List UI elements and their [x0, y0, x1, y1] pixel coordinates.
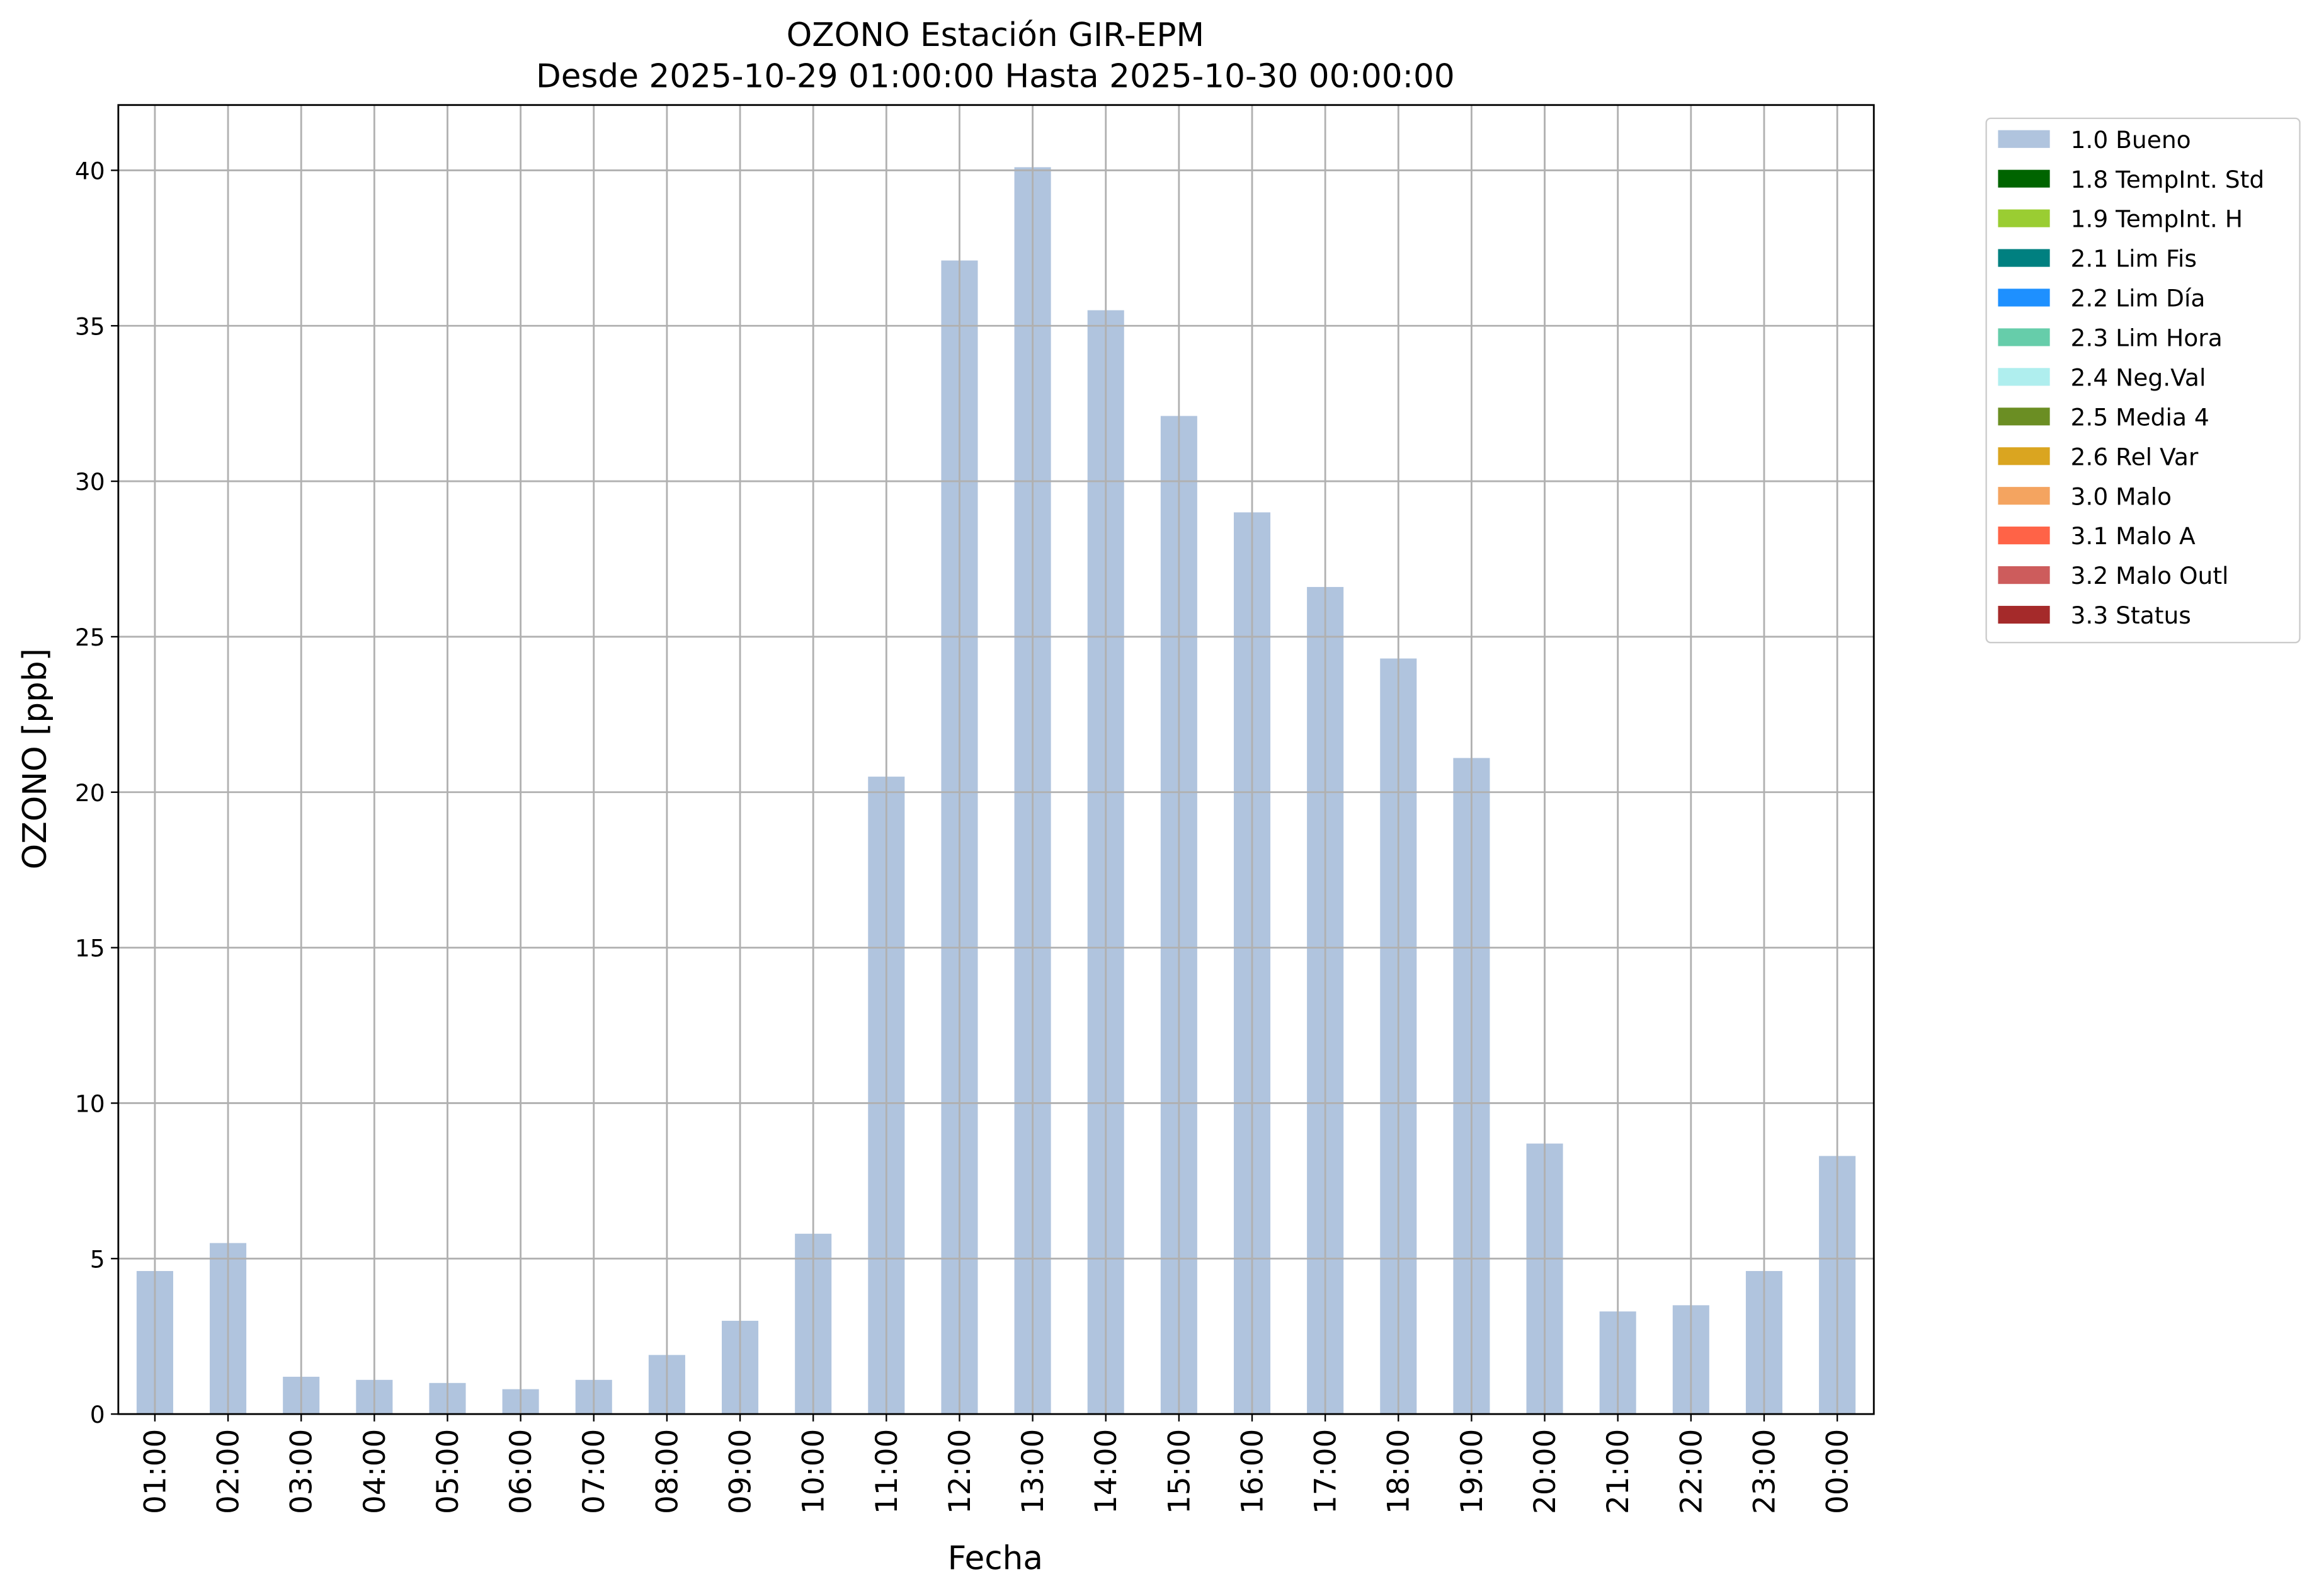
x-tick-label: 09:00: [723, 1429, 758, 1514]
legend-label: 2.3 Lim Hora: [2071, 324, 2223, 352]
legend-label: 3.2 Malo Outl: [2071, 562, 2229, 590]
legend-label: 2.1 Lim Fis: [2071, 245, 2197, 273]
x-tick-label: 16:00: [1235, 1429, 1270, 1514]
legend-swatch: [1998, 408, 2050, 426]
x-tick-label: 11:00: [870, 1429, 904, 1514]
legend-label: 2.5 Media 4: [2071, 403, 2209, 431]
x-tick-label: 05:00: [431, 1429, 465, 1514]
legend-swatch: [1998, 368, 2050, 386]
x-tick-label: 12:00: [943, 1429, 977, 1514]
y-tick-label: 15: [75, 935, 105, 962]
y-tick-label: 0: [90, 1401, 105, 1428]
legend-swatch: [1998, 447, 2050, 465]
legend-swatch: [1998, 209, 2050, 227]
chart-title: OZONO Estación GIR-EPM: [787, 16, 1204, 54]
legend: 1.0 Bueno 1.8 TempInt. Std 1.9 TempInt. H 2…: [1985, 117, 2301, 644]
legend-label: 1.9 TempInt. H: [2071, 205, 2243, 233]
legend-swatch: [1998, 288, 2050, 307]
legend-swatch: [1998, 487, 2050, 505]
x-tick-label: 20:00: [1528, 1429, 1563, 1514]
legend-label: 2.2 Lim Día: [2071, 285, 2206, 312]
x-tick-label: 18:00: [1382, 1429, 1416, 1514]
y-tick-label: 40: [75, 157, 105, 185]
legend-swatch: [1998, 169, 2050, 188]
x-tick-label: 17:00: [1309, 1429, 1343, 1514]
legend-label: 2.6 Rel Var: [2071, 443, 2199, 470]
x-tick-label: 01:00: [138, 1429, 173, 1514]
legend-frame: [1985, 117, 2301, 644]
legend-label: 1.0 Bueno: [2071, 126, 2191, 154]
plot-frame: [117, 104, 1875, 1415]
y-tick-label: 5: [90, 1245, 105, 1273]
x-tick-label: 13:00: [1016, 1429, 1051, 1514]
y-tick-label: 20: [75, 779, 105, 807]
y-axis-label: OZONO [ppb]: [16, 648, 54, 869]
y-tick-label: 25: [75, 624, 105, 651]
legend-label: 3.3 Status: [2071, 601, 2191, 629]
x-tick-label: 03:00: [285, 1429, 319, 1514]
legend-swatch: [1998, 328, 2050, 346]
x-tick-label: 08:00: [650, 1429, 685, 1514]
legend-label: 2.4 Neg.Val: [2071, 363, 2206, 391]
chart-subtitle: Desde 2025-10-29 01:00:00 Hasta 2025-10-…: [536, 58, 1455, 96]
x-axis-label: Fecha: [948, 1540, 1043, 1578]
x-tick-label: 21:00: [1601, 1429, 1636, 1514]
legend-swatch: [1998, 249, 2050, 267]
legend-swatch: [1998, 605, 2050, 624]
x-tick-label: 02:00: [212, 1429, 246, 1514]
y-tick-label: 35: [75, 312, 105, 340]
x-tick-label: 23:00: [1747, 1429, 1782, 1514]
legend-label: 3.1 Malo A: [2071, 522, 2196, 550]
legend-swatch: [1998, 130, 2050, 148]
x-tick-label: 22:00: [1674, 1429, 1709, 1514]
x-tick-label: 14:00: [1089, 1429, 1124, 1514]
legend-swatch: [1998, 566, 2050, 584]
x-tick-label: 00:00: [1821, 1429, 1855, 1514]
legend-label: 1.8 TempInt. Std: [2071, 166, 2265, 193]
legend-swatch: [1998, 527, 2050, 545]
legend-label: 3.0 Malo: [2071, 482, 2172, 510]
y-tick-label: 30: [75, 468, 105, 496]
x-tick-label: 04:00: [358, 1429, 392, 1514]
x-tick-label: 07:00: [577, 1429, 612, 1514]
x-tick-label: 15:00: [1162, 1429, 1197, 1514]
x-tick-label: 10:00: [797, 1429, 831, 1514]
x-tick-label: 19:00: [1455, 1429, 1490, 1514]
y-tick-label: 10: [75, 1090, 105, 1118]
x-tick-label: 06:00: [504, 1429, 538, 1514]
